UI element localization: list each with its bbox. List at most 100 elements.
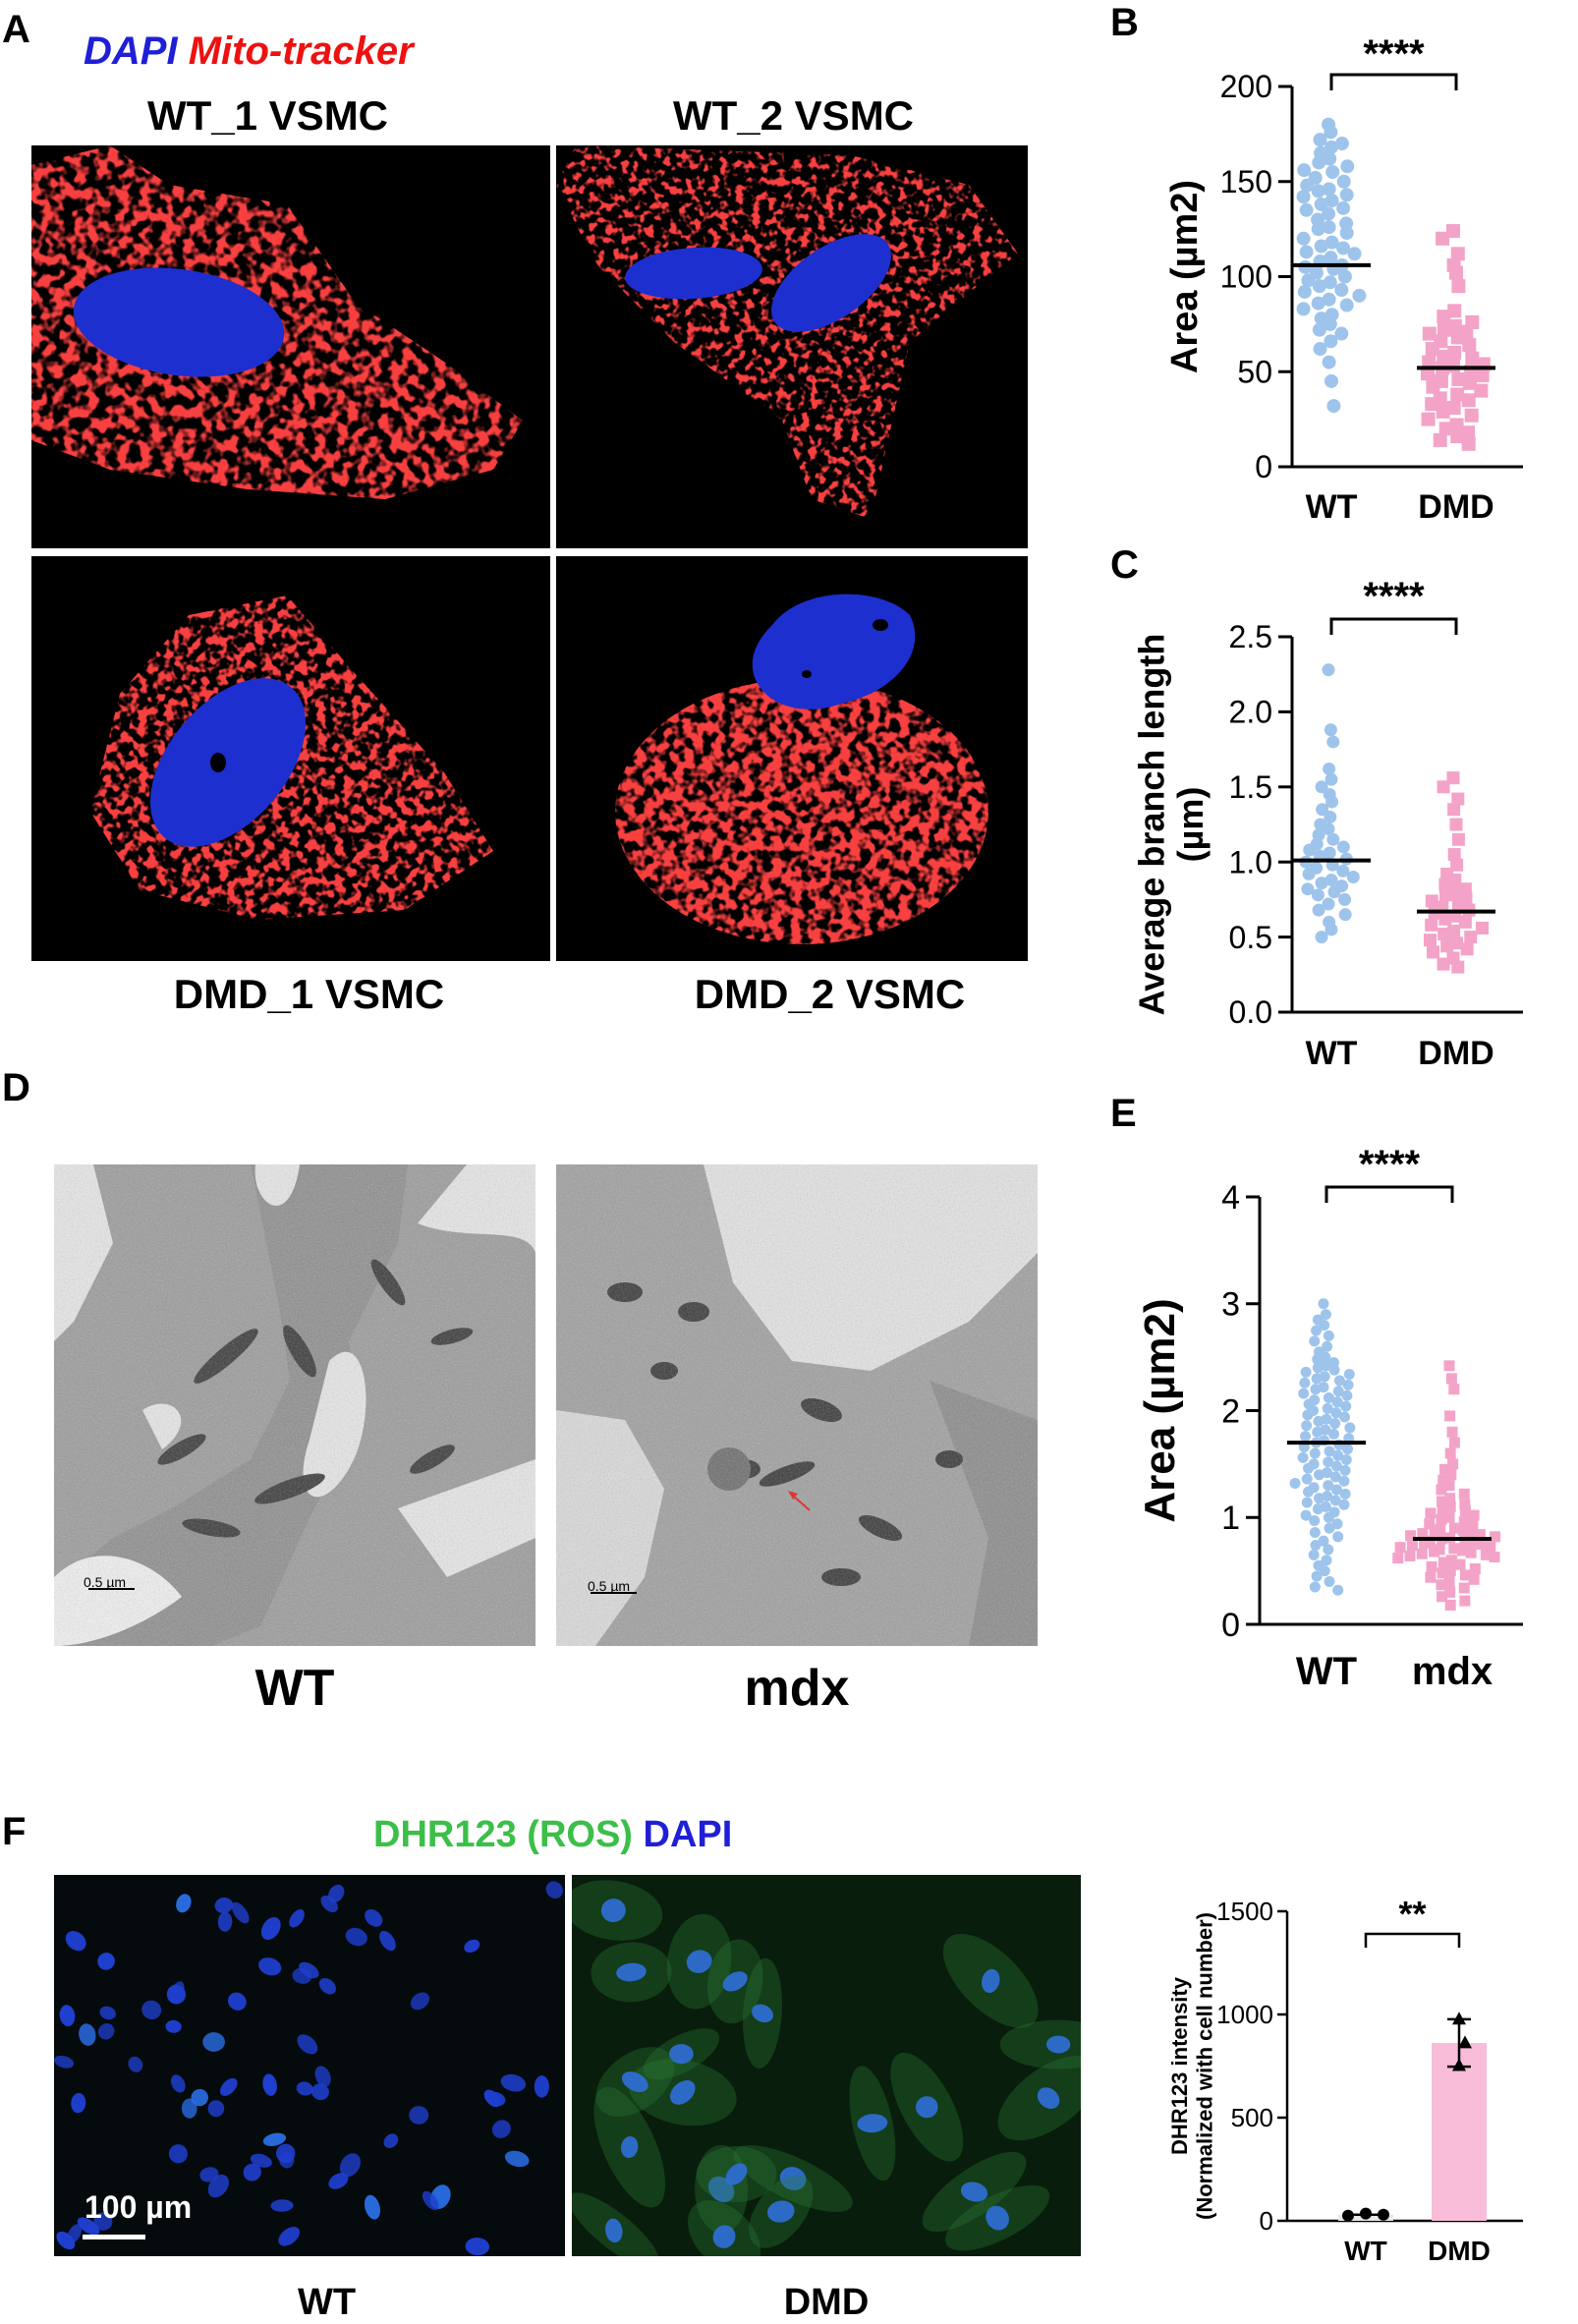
- data-point: [1448, 885, 1462, 899]
- data-point: [1444, 1447, 1456, 1459]
- nucleus: [364, 2194, 381, 2220]
- nucleus: [141, 2000, 162, 2020]
- nucleus: [314, 2066, 331, 2087]
- data-point: [1469, 1562, 1481, 1574]
- nucleus: [243, 2163, 261, 2182]
- data-point: [1324, 235, 1339, 250]
- nucleus: [620, 2136, 639, 2159]
- data-point: [1326, 399, 1341, 414]
- data-point: [1422, 326, 1437, 341]
- data-point: [1331, 1396, 1343, 1408]
- data-point: [1426, 1560, 1437, 1572]
- data-point: [1322, 206, 1335, 221]
- data-point: [1323, 1456, 1334, 1468]
- nucleus: [99, 2006, 116, 2020]
- data-point: [1323, 1511, 1334, 1523]
- data-point: [1421, 412, 1436, 426]
- nucleus: [207, 2174, 229, 2198]
- nucleus: [960, 2182, 988, 2202]
- data-point: [1339, 298, 1354, 312]
- data-point: [1323, 151, 1337, 166]
- nucleus: [128, 2056, 143, 2072]
- data-point: [1438, 422, 1453, 436]
- data-point: [1467, 1520, 1479, 1532]
- data-point: [1437, 1496, 1448, 1507]
- data-point: [1324, 1576, 1335, 1587]
- nucleus: [605, 2218, 623, 2243]
- nucleus: [857, 2114, 888, 2133]
- nucleus: [54, 2055, 75, 2069]
- data-point: [1340, 1454, 1352, 1466]
- data-point: [1338, 1499, 1350, 1510]
- data-point: [1309, 1515, 1321, 1527]
- data-point: [1450, 247, 1465, 261]
- scale-bar-em-wt: 0.5 µm: [84, 1574, 127, 1590]
- data-point: [1312, 322, 1326, 337]
- data-point: [1425, 342, 1439, 357]
- nucleus: [296, 2081, 313, 2096]
- data-point: [1312, 155, 1326, 170]
- data-point: [1322, 897, 1335, 911]
- data-point: [1427, 945, 1439, 959]
- nucleus: [686, 1950, 712, 1973]
- data-point: [1339, 188, 1354, 202]
- nucleus: [292, 1967, 312, 1984]
- significance-stars: ****: [1363, 575, 1425, 618]
- data-point: [1342, 1379, 1354, 1390]
- nucleus: [465, 2238, 490, 2256]
- data-point: [1462, 375, 1477, 390]
- data-point: [1446, 401, 1461, 416]
- data-point: [1300, 1509, 1312, 1521]
- nucleus: [483, 2089, 501, 2108]
- data-point: [1314, 239, 1328, 254]
- data-point: [1323, 1544, 1334, 1556]
- nucleus: [410, 1992, 429, 2011]
- data-point: [1309, 1447, 1321, 1459]
- nucleus: [262, 2073, 277, 2096]
- data-point: [1313, 133, 1327, 147]
- data-point: [1444, 1565, 1456, 1577]
- data-point: [1299, 202, 1314, 217]
- data-point: [1297, 284, 1312, 299]
- data-point: [1323, 762, 1336, 775]
- nucleus: [59, 2005, 76, 2026]
- nucleus: [766, 2200, 795, 2223]
- data-point: [1461, 425, 1476, 440]
- nucleus: [982, 1968, 1000, 1993]
- data-point: [1422, 355, 1437, 369]
- data-point: [1448, 1384, 1460, 1395]
- data-point: [1342, 2209, 1354, 2222]
- data-point: [1322, 182, 1336, 197]
- data-point: [1336, 200, 1351, 215]
- nucleus: [181, 2098, 197, 2119]
- data-point: [1464, 931, 1478, 944]
- nucleus: [752, 2004, 773, 2023]
- data-point: [1457, 1524, 1469, 1536]
- data-point: [1468, 1573, 1480, 1585]
- x-category-label: WT: [1306, 1035, 1358, 1072]
- data-point: [1437, 780, 1450, 794]
- data-point: [1439, 1463, 1451, 1475]
- data-point: [1458, 915, 1472, 929]
- data-point: [1447, 318, 1462, 333]
- y-tick-label: 200: [1220, 69, 1272, 104]
- data-point: [1332, 1531, 1344, 1543]
- data-point: [1323, 1480, 1334, 1492]
- data-point: [1326, 832, 1340, 846]
- data-point: [1451, 832, 1465, 846]
- nucleus: [545, 1881, 563, 1899]
- data-point: [1324, 373, 1338, 388]
- y-tick-label: 1.0: [1229, 844, 1272, 879]
- y-axis-label: Area (µm2): [1164, 180, 1206, 373]
- data-point: [1424, 934, 1437, 947]
- nucleus: [79, 2023, 96, 2046]
- data-point: [1450, 387, 1465, 402]
- caption-wt2: WT_2 VSMC: [672, 92, 915, 139]
- data-point: [1421, 367, 1435, 381]
- data-point: [1323, 846, 1336, 860]
- data-point: [1324, 923, 1338, 936]
- significance-bracket: [1329, 617, 1458, 635]
- nucleus: [191, 2088, 208, 2107]
- data-point: [1451, 792, 1465, 806]
